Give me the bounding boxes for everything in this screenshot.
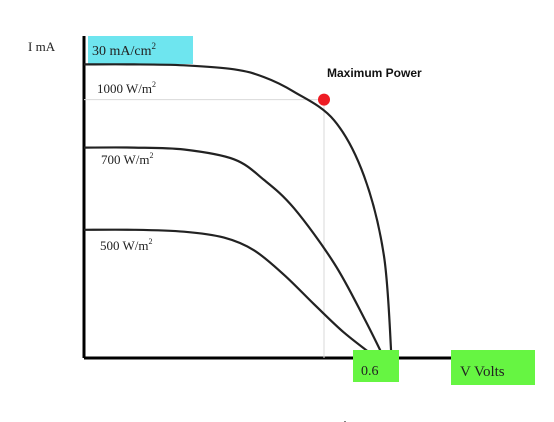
y-axis-label: I mA (28, 39, 56, 54)
curve-1000-w-m2 (83, 63, 393, 359)
series-label-1000: 1000 W/m2 (97, 80, 156, 96)
x-axis-label: V Volts (460, 364, 505, 380)
max-power-annotation: Maximum Power (327, 66, 422, 80)
series-label-700: 700 W/m2 (101, 151, 154, 167)
max-power-point (318, 93, 330, 106)
x-label-highlight (451, 350, 535, 385)
y-unit-highlight (88, 36, 193, 64)
x-tick-label: 0.6 (361, 364, 379, 379)
curve-700-w-m2 (83, 146, 385, 359)
y-unit-label: 30 mA/cm2 (92, 41, 156, 59)
curve-500-w-m2 (83, 228, 378, 359)
series-label-500: 500 W/m2 (100, 237, 153, 253)
x-tick-highlight (353, 350, 399, 382)
